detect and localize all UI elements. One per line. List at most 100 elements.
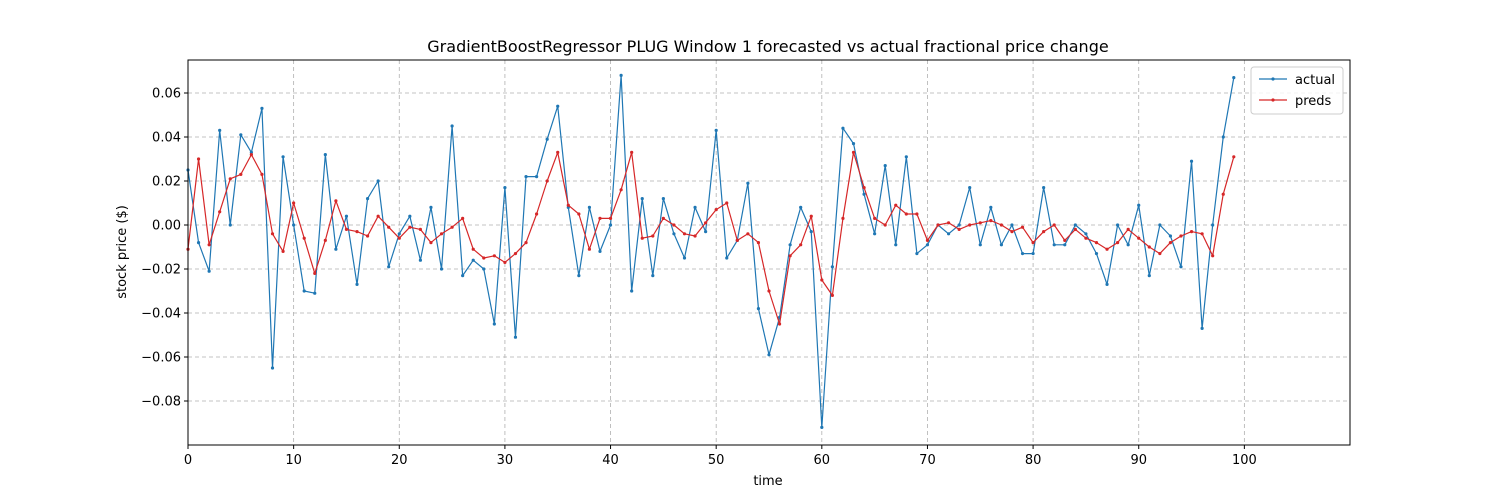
- data-point-preds: [239, 172, 243, 176]
- legend-label-preds: preds: [1295, 94, 1332, 109]
- data-point-preds: [1020, 225, 1025, 229]
- data-point-preds: [682, 232, 687, 236]
- data-point-preds: [767, 289, 771, 293]
- data-point-preds: [820, 278, 824, 282]
- data-point-actual: [281, 155, 285, 159]
- chart-title: GradientBoostRegressor PLUG Window 1 for…: [427, 37, 1108, 56]
- data-point-actual: [408, 214, 412, 218]
- data-point-preds: [1073, 227, 1077, 231]
- data-point-preds: [471, 247, 475, 251]
- data-point-preds: [630, 150, 634, 154]
- data-point-actual: [851, 142, 856, 146]
- data-point-actual: [809, 230, 813, 234]
- data-point-actual: [725, 256, 729, 260]
- data-point-preds: [978, 221, 982, 225]
- data-point-actual: [450, 124, 454, 128]
- data-point-actual: [376, 179, 380, 183]
- data-point-actual: [492, 322, 496, 326]
- data-point-actual: [894, 243, 898, 247]
- data-point-preds: [1147, 245, 1151, 249]
- data-point-preds: [704, 221, 708, 225]
- data-point-actual: [989, 205, 993, 209]
- legend-marker-actual: [1271, 77, 1275, 81]
- data-point-preds: [566, 203, 570, 207]
- data-point-actual: [799, 205, 803, 209]
- data-point-actual: [598, 249, 602, 253]
- data-point-preds: [777, 322, 782, 326]
- data-point-actual: [830, 265, 834, 269]
- data-point-actual: [418, 258, 422, 262]
- data-point-actual: [1147, 274, 1151, 278]
- data-point-preds: [1221, 192, 1225, 196]
- data-point-actual: [1063, 243, 1067, 247]
- data-point-preds: [524, 241, 528, 245]
- data-point-preds: [439, 232, 444, 236]
- data-point-actual: [693, 205, 697, 209]
- data-point-actual: [1073, 223, 1077, 227]
- x-tick-label: 0: [184, 453, 192, 468]
- x-tick-label: 90: [1130, 453, 1147, 468]
- data-point-actual: [344, 214, 349, 218]
- y-tick-label: 0.04: [152, 131, 181, 146]
- legend-label-actual: actual: [1295, 73, 1335, 88]
- data-point-actual: [1052, 243, 1056, 247]
- series-line-preds: [187, 151, 1235, 325]
- legend-marker-preds: [1271, 98, 1275, 102]
- data-point-preds: [577, 212, 581, 216]
- data-point-preds: [556, 150, 560, 154]
- data-point-preds: [1094, 241, 1099, 245]
- data-point-preds: [292, 201, 296, 205]
- data-point-actual: [556, 104, 560, 108]
- data-point-preds: [281, 249, 285, 253]
- data-point-actual: [925, 243, 930, 247]
- data-point-actual: [1221, 135, 1225, 139]
- data-point-actual: [788, 243, 792, 247]
- data-point-preds: [651, 234, 655, 238]
- data-point-preds: [513, 252, 518, 256]
- data-point-actual: [365, 197, 370, 201]
- data-point-preds: [1116, 241, 1120, 245]
- data-point-preds: [313, 271, 317, 275]
- data-point-actual: [651, 274, 655, 278]
- data-point-actual: [968, 186, 972, 190]
- data-point-preds: [260, 172, 264, 176]
- data-point-preds: [894, 203, 898, 207]
- plot-frame: [187, 59, 1351, 446]
- data-point-preds: [503, 260, 507, 264]
- data-point-preds: [672, 223, 676, 227]
- data-point-actual: [682, 256, 687, 260]
- y-tick-label: −0.06: [141, 351, 181, 366]
- data-point-preds: [693, 234, 697, 238]
- data-point-preds: [851, 150, 856, 154]
- data-point-actual: [640, 197, 644, 201]
- data-point-actual: [1031, 252, 1035, 256]
- data-point-preds: [598, 216, 602, 220]
- y-axis-label: stock price ($): [115, 205, 130, 299]
- data-point-preds: [387, 225, 391, 229]
- data-point-preds: [788, 254, 792, 258]
- data-point-actual: [228, 223, 232, 227]
- data-point-preds: [1063, 238, 1067, 242]
- data-point-actual: [334, 247, 338, 251]
- data-point-preds: [1031, 241, 1035, 245]
- data-point-actual: [1010, 223, 1014, 227]
- data-point-preds: [1189, 230, 1194, 234]
- data-point-preds: [799, 243, 803, 247]
- y-tick-label: 0.00: [152, 219, 181, 234]
- data-point-preds: [619, 188, 623, 192]
- y-tick-label: −0.08: [141, 395, 181, 410]
- data-point-preds: [1232, 155, 1236, 159]
- data-point-preds: [946, 221, 951, 225]
- y-tick-label: −0.02: [141, 263, 181, 278]
- data-point-preds: [1084, 236, 1088, 240]
- data-point-preds: [1211, 254, 1215, 258]
- data-point-preds: [482, 256, 486, 260]
- data-point-actual: [461, 274, 465, 278]
- data-point-actual: [1211, 223, 1215, 227]
- data-point-actual: [545, 137, 549, 141]
- data-point-preds: [376, 214, 380, 218]
- x-tick-label: 20: [391, 453, 408, 468]
- x-tick-label: 50: [708, 453, 725, 468]
- x-tick-label: 10: [285, 453, 302, 468]
- axes: 0 10 20 30 40 50 60 70 80 90 100 −0.08 −0.06 −0.04 −0.…: [141, 87, 1257, 469]
